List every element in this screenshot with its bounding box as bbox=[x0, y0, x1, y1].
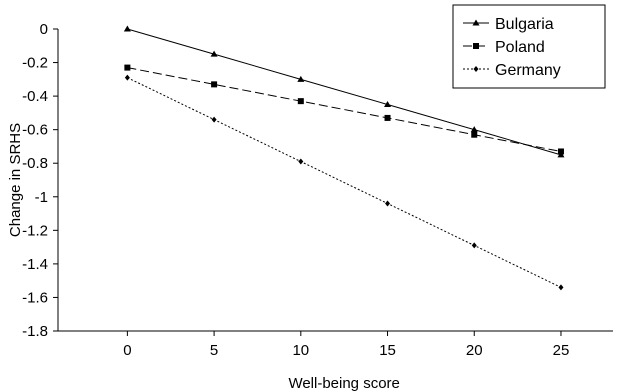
data-point-bulgaria bbox=[123, 25, 131, 32]
y-tick-label: -1.8 bbox=[22, 323, 48, 340]
data-point-bulgaria bbox=[470, 126, 478, 133]
legend-item-germany: Germany bbox=[463, 62, 561, 79]
legend-item-poland: Poland bbox=[463, 39, 545, 56]
data-point-germany bbox=[471, 242, 477, 249]
data-point-poland bbox=[297, 98, 304, 105]
legend-label-poland: Poland bbox=[495, 39, 545, 56]
y-tick-label: -0.6 bbox=[22, 122, 48, 139]
y-tick-label: -1.2 bbox=[22, 222, 48, 239]
legend-marker-bulgaria bbox=[472, 19, 480, 26]
data-point-poland bbox=[124, 64, 131, 71]
series-line-bulgaria bbox=[127, 28, 562, 156]
data-point-poland bbox=[211, 81, 218, 88]
x-tick-label: 5 bbox=[210, 342, 218, 359]
x-tick-label: 10 bbox=[292, 342, 309, 359]
y-tick-label: -0.2 bbox=[22, 55, 48, 72]
axes: 0 -0.2 -0.4 -0.6 -0.8 -1 -1.2 -1.4 -1.6 -1.8 0 5 10 1… bbox=[22, 21, 613, 359]
legend-marker-poland bbox=[473, 43, 479, 49]
data-point-poland bbox=[471, 131, 478, 138]
legend-marker-germany bbox=[473, 66, 479, 72]
series-line-poland bbox=[127, 67, 562, 152]
series-poland bbox=[124, 64, 564, 155]
data-point-germany bbox=[385, 200, 391, 207]
data-point-poland bbox=[384, 114, 391, 121]
data-point-bulgaria bbox=[384, 101, 392, 107]
legend-item-bulgaria: Bulgaria bbox=[463, 16, 554, 33]
y-axis-title: Change in SRHS bbox=[7, 123, 24, 237]
x-axis-title: Well-being score bbox=[288, 375, 399, 392]
legend-label-bulgaria: Bulgaria bbox=[495, 16, 554, 33]
y-tick-label: 0 bbox=[40, 21, 48, 38]
legend: Bulgaria Poland Germany bbox=[452, 4, 606, 89]
y-tick-label: -0.4 bbox=[22, 88, 48, 105]
data-point-poland bbox=[557, 148, 564, 155]
data-point-germany bbox=[558, 284, 564, 291]
series-lines bbox=[123, 25, 565, 291]
data-point-germany bbox=[124, 74, 130, 81]
x-tick-label: 0 bbox=[123, 342, 131, 359]
data-point-germany bbox=[298, 158, 304, 165]
y-tick-label: -0.8 bbox=[22, 155, 48, 172]
x-tick-label: 25 bbox=[553, 342, 570, 359]
y-tick-label: -1.6 bbox=[22, 289, 48, 306]
y-tick-label: -1 bbox=[35, 189, 48, 206]
series-germany bbox=[124, 74, 564, 291]
x-tick-label: 20 bbox=[466, 342, 483, 359]
y-tick-label: -1.4 bbox=[22, 256, 48, 273]
data-point-bulgaria bbox=[210, 50, 218, 57]
data-point-bulgaria bbox=[297, 75, 305, 82]
x-tick-label: 15 bbox=[379, 342, 396, 359]
legend-label-germany: Germany bbox=[495, 62, 561, 79]
data-point-germany bbox=[211, 116, 217, 123]
series-line-germany bbox=[127, 77, 562, 288]
